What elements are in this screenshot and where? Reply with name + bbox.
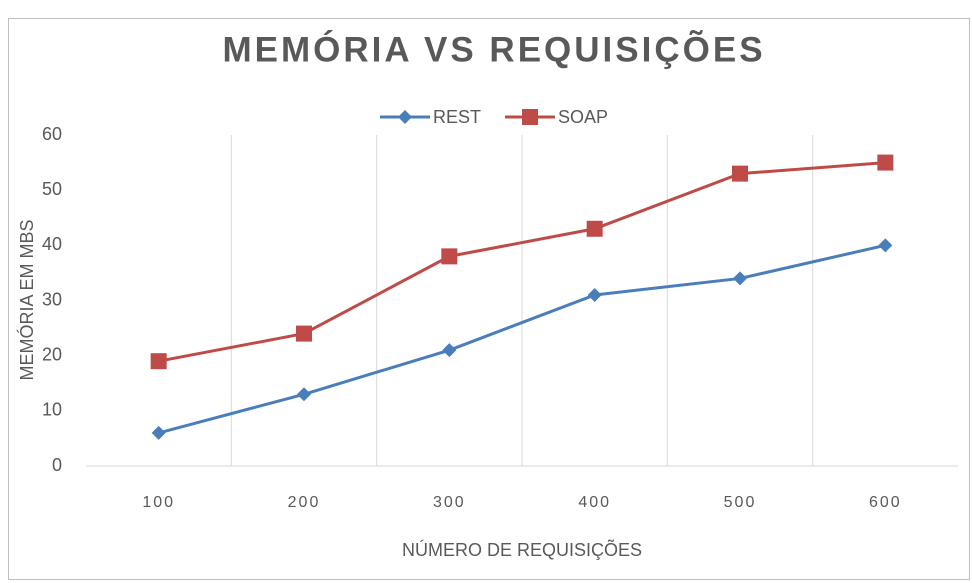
y-tick-label: 50 [42, 179, 62, 199]
legend-marker [522, 109, 539, 125]
data-point [733, 271, 747, 286]
chart-title: MEMÓRIA VS REQUISIÇÕES [222, 29, 765, 69]
x-tick-label: 600 [869, 494, 902, 511]
legend-label: SOAP [558, 107, 608, 127]
y-axis-label: MEMÓRIA EM MBS [16, 219, 37, 380]
y-tick-label: 10 [42, 400, 62, 420]
y-tick-label: 0 [52, 455, 62, 475]
data-point [296, 325, 312, 342]
chart-border [8, 18, 970, 580]
x-tick-label: 500 [724, 494, 757, 511]
data-point [732, 165, 748, 182]
x-tick-label: 200 [288, 494, 321, 511]
data-point [877, 154, 894, 171]
x-axis-label: NÚMERO DE REQUISIÇÕES [402, 539, 642, 560]
data-point [587, 287, 602, 302]
legend-label: REST [433, 107, 481, 127]
x-tick-label: 300 [433, 494, 466, 511]
y-tick-label: 30 [42, 289, 62, 309]
y-tick-label: 20 [42, 344, 62, 364]
data-point [441, 248, 458, 265]
data-point [878, 238, 893, 253]
x-tick-label: 400 [578, 494, 611, 511]
data-point [151, 425, 166, 440]
data-point [150, 353, 167, 370]
y-tick-label: 60 [42, 124, 62, 144]
data-point [442, 343, 457, 358]
x-tick-label: 100 [142, 494, 175, 511]
series-line [158, 243, 886, 435]
legend-marker [398, 110, 412, 124]
y-tick-label: 40 [42, 234, 62, 254]
series-line [158, 161, 886, 363]
data-point [297, 387, 311, 402]
data-point [586, 220, 603, 237]
